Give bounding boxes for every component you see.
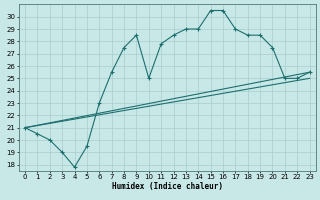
X-axis label: Humidex (Indice chaleur): Humidex (Indice chaleur)	[112, 182, 223, 191]
